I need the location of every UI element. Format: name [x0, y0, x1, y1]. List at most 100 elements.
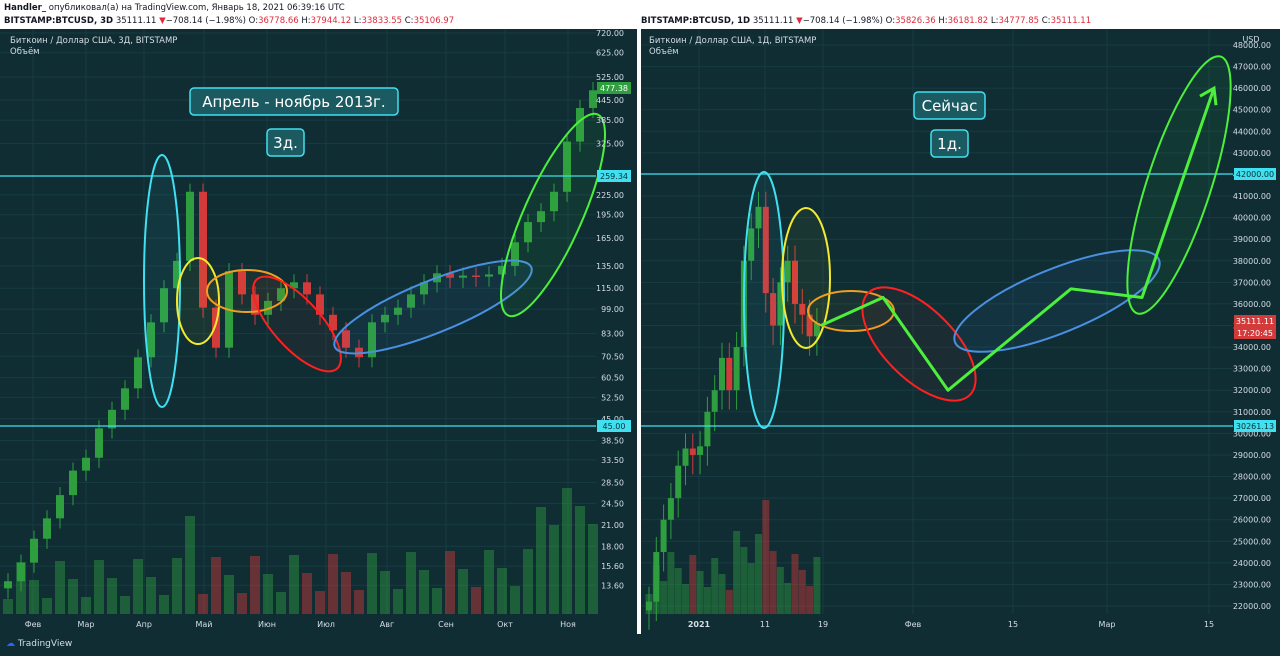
- right-xtick: 15: [1204, 620, 1214, 629]
- left-candle: [524, 222, 532, 243]
- right-candle: [792, 260, 798, 304]
- left-candle: [17, 562, 25, 582]
- tradingview-logo[interactable]: ☁ TradingView: [6, 639, 72, 649]
- right-annotation-tf: 1д.: [937, 135, 962, 153]
- left-ytick: 165.00: [596, 234, 624, 243]
- left-candle: [589, 90, 597, 108]
- left-ellipse-red[interactable]: [239, 263, 355, 384]
- left-ellipse-orange[interactable]: [206, 269, 288, 313]
- right-ytick: 48000.00: [1233, 41, 1271, 50]
- right-ellipse-green[interactable]: [1107, 47, 1251, 324]
- left-volume-label: Объём: [10, 47, 40, 57]
- left-candle: [368, 322, 376, 358]
- left-ytick: 325.00: [596, 140, 624, 149]
- left-volume-bar: [159, 595, 169, 614]
- left-annotation-tf-box[interactable]: 3д.: [266, 128, 305, 157]
- right-candle: [733, 347, 740, 391]
- left-ytick: 195.00: [596, 211, 624, 220]
- right-ytick: 45000.00: [1233, 106, 1271, 115]
- left-candle: [30, 538, 38, 563]
- left-candle: [251, 294, 259, 315]
- left-ytick: 115.00: [596, 284, 624, 293]
- left-price-badge: 477.38: [597, 82, 631, 94]
- left-candle: [56, 495, 64, 519]
- left-volume-bar: [172, 558, 182, 614]
- right-open: 35826.36: [895, 16, 936, 26]
- right-ellipse-yellow[interactable]: [781, 207, 831, 349]
- right-ytick: 38000.00: [1233, 257, 1271, 266]
- left-price-axis[interactable]: [596, 29, 637, 634]
- right-time-axis[interactable]: [641, 614, 1233, 634]
- left-volume-bar: [120, 596, 130, 614]
- right-annotation-tf-box[interactable]: 1д.: [930, 129, 969, 158]
- left-hline-top-label: 259.34: [597, 170, 631, 182]
- svg-text:45.00: 45.00: [603, 422, 626, 431]
- left-ellipse-yellow[interactable]: [176, 257, 220, 345]
- left-chart[interactable]: Биткоин / Доллар США, 3Д, BITSTAMP Объём…: [0, 29, 637, 634]
- right-volume-bar: [776, 567, 784, 614]
- left-open: 36778.66: [258, 16, 299, 26]
- left-volume-bar: [471, 587, 481, 614]
- left-high: 37944.12: [310, 16, 352, 26]
- left-volume-bar: [510, 586, 520, 614]
- left-volume-bar: [185, 516, 195, 614]
- right-candle: [646, 601, 652, 611]
- left-annotation-title-box[interactable]: Апрель - ноябрь 2013г.: [189, 87, 399, 116]
- right-candle: [748, 228, 755, 261]
- right-candle: [689, 448, 696, 455]
- left-change-arrow: ▼: [159, 16, 166, 26]
- right-ytick: 37000.00: [1233, 278, 1271, 287]
- left-ytick: 52.50: [601, 393, 624, 402]
- left-volume-bar: [523, 549, 533, 614]
- right-chart[interactable]: Биткоин / Доллар США, 1Д, BITSTAMP Объём…: [641, 29, 1280, 634]
- left-candle: [173, 260, 181, 289]
- right-annotation-title-box[interactable]: Сейчас: [913, 91, 986, 120]
- left-ytick: 70.50: [601, 352, 624, 361]
- left-candle: [420, 282, 428, 295]
- right-ellipse-cyan[interactable]: [743, 171, 785, 429]
- left-volume-bar: [367, 553, 377, 614]
- left-time-axis[interactable]: [0, 614, 596, 634]
- left-volume-bar: [549, 525, 559, 614]
- right-chart-title: Биткоин / Доллар США, 1Д, BITSTAMP: [649, 36, 816, 46]
- left-candle: [95, 428, 103, 458]
- left-volume-bar: [224, 575, 234, 614]
- right-xtick: 15: [1008, 620, 1018, 629]
- right-low: 34777.85: [998, 16, 1040, 26]
- left-ellipse-cyan[interactable]: [143, 154, 181, 408]
- right-ytick: 32000.00: [1233, 386, 1271, 395]
- left-annotation-title: Апрель - ноябрь 2013г.: [202, 93, 385, 111]
- left-ytick: 21.00: [601, 521, 624, 530]
- right-ytick: 27000.00: [1233, 494, 1271, 503]
- right-candle: [667, 498, 674, 520]
- right-hline-top-label: 42000.00: [1234, 168, 1276, 180]
- right-xtick: Фев: [905, 620, 922, 629]
- tradingview-cloud-icon: ☁: [6, 639, 15, 649]
- left-last: 35111.11: [115, 16, 157, 26]
- left-ytick: 60.50: [601, 374, 624, 383]
- footer-bar: ☁ TradingView: [0, 634, 1280, 656]
- left-volume-bar: [536, 507, 546, 614]
- right-ellipse-red[interactable]: [843, 268, 994, 419]
- svg-text:30261.13: 30261.13: [1236, 422, 1274, 431]
- right-ytick: 36000.00: [1233, 300, 1271, 309]
- left-volume-bar: [3, 599, 13, 614]
- left-volume-bar: [289, 555, 299, 614]
- left-hline-bottom-label: 45.00: [597, 420, 631, 432]
- left-candle: [290, 282, 298, 289]
- left-ellipse-green[interactable]: [482, 103, 624, 328]
- right-time-badge: 17:20:45: [1234, 327, 1276, 339]
- left-volume-bar: [432, 588, 442, 614]
- right-ytick: 41000.00: [1233, 192, 1271, 201]
- left-candle: [199, 191, 207, 308]
- left-ytick: 33.50: [601, 456, 624, 465]
- left-candle: [134, 357, 142, 389]
- right-volume-bar: [740, 547, 748, 614]
- svg-text:42000.00: 42000.00: [1236, 170, 1274, 179]
- left-volume-bar: [354, 590, 364, 614]
- right-projection-path[interactable]: [820, 87, 1216, 392]
- left-volume-bar: [380, 571, 390, 614]
- left-ellipse-blue[interactable]: [325, 243, 541, 371]
- left-candle: [407, 294, 415, 308]
- right-price-badge: 35111.11: [1234, 315, 1276, 327]
